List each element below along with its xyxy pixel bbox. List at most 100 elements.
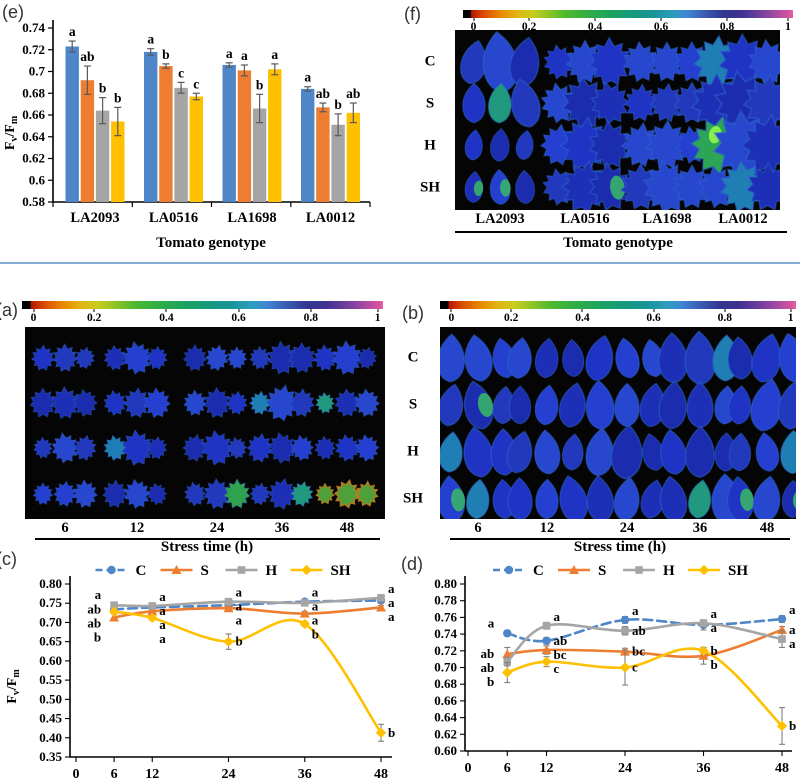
significance-letter: a bbox=[554, 609, 561, 624]
leaf bbox=[622, 40, 660, 83]
panel-b-xlabel: Stress time (h) bbox=[573, 539, 667, 555]
y-axis-title: Fv/Fm bbox=[3, 115, 20, 150]
leaf bbox=[356, 346, 378, 370]
panel-f-xlabel: Tomato genotype bbox=[563, 235, 673, 251]
bar-C-LA2093 bbox=[65, 46, 79, 202]
leaf bbox=[354, 433, 380, 462]
leaf bbox=[146, 435, 168, 460]
leaf bbox=[204, 344, 230, 372]
significance-letter: a bbox=[159, 603, 166, 618]
leaf bbox=[313, 343, 338, 372]
leaf bbox=[463, 426, 494, 478]
leaf bbox=[684, 330, 716, 386]
colorbar-tick-label: 0 bbox=[470, 21, 477, 33]
x-tick-label: 12 bbox=[540, 761, 554, 776]
colorbar-tick-mark bbox=[660, 18, 662, 21]
y-tick-label: 0.64 bbox=[22, 129, 45, 144]
x-tick-label: 24 bbox=[618, 761, 632, 776]
colorbar-tick-mark bbox=[510, 309, 512, 312]
significance-letter: ab bbox=[87, 615, 101, 630]
row-label-S: S bbox=[408, 396, 418, 413]
leaf bbox=[489, 168, 511, 206]
leaf bbox=[462, 82, 486, 124]
leaf bbox=[249, 345, 271, 370]
colorbar-tick-mark bbox=[238, 309, 240, 312]
y-tick-label: 0.76 bbox=[434, 609, 457, 624]
leaf bbox=[780, 429, 796, 475]
y-tick-label: 0.74 bbox=[434, 626, 457, 641]
legend-label: H bbox=[266, 563, 278, 579]
significance-letter: b bbox=[256, 77, 264, 92]
x-tick-label: 0 bbox=[465, 761, 472, 776]
leaf bbox=[202, 386, 232, 419]
underline-a bbox=[35, 538, 380, 540]
x-tick-label: 48 bbox=[374, 767, 388, 782]
leaf bbox=[490, 128, 510, 162]
y-tick-label: 0.72 bbox=[22, 42, 45, 57]
row-label-C: C bbox=[424, 53, 436, 70]
y-tick-label: 0.6 bbox=[29, 172, 46, 187]
leaf bbox=[658, 331, 689, 384]
leaf bbox=[223, 478, 251, 509]
line-chart-fvfm-over-time-c: 0.80 0.75 0.70 0.65 0.60 0.55 0.50 0.45 0.40 0.35… bbox=[5, 563, 395, 782]
leaf bbox=[728, 385, 752, 425]
bar-S-LA0012 bbox=[316, 107, 330, 202]
legend-item-S: S bbox=[160, 563, 209, 579]
legend-label: C bbox=[136, 563, 147, 579]
panel-a-xlabel: Stress time (h) bbox=[160, 539, 254, 555]
significance-letter: a bbox=[235, 599, 242, 614]
leaf bbox=[687, 479, 712, 519]
leaf bbox=[74, 346, 96, 370]
colorbar-tick-label: 0 bbox=[30, 312, 37, 324]
leaf bbox=[534, 429, 561, 475]
colorbar-tick-label: 0.8 bbox=[719, 21, 735, 33]
leaf bbox=[120, 429, 154, 466]
leaf bbox=[586, 475, 615, 519]
leaf bbox=[585, 334, 614, 381]
colorbar-tick-label: 0.4 bbox=[575, 312, 590, 324]
colorbar-f bbox=[463, 10, 793, 18]
leaf bbox=[614, 382, 640, 428]
leaf bbox=[752, 475, 781, 519]
legend-item-C: C bbox=[95, 563, 147, 579]
bar-H-LA2093 bbox=[95, 110, 110, 202]
significance-letter: a bbox=[235, 585, 242, 600]
significance-letter: b bbox=[114, 90, 122, 105]
colorbar-tick-mark bbox=[377, 309, 379, 312]
y-tick-label: 0.58 bbox=[22, 194, 45, 209]
bar-series-H: b c b b bbox=[95, 65, 345, 202]
colorbar-tick-label: 1 bbox=[785, 21, 791, 33]
colorbar-tick-mark bbox=[726, 18, 728, 21]
colorbar-tick-label: 0.6 bbox=[653, 21, 669, 33]
y-tick-label: 0.68 bbox=[434, 676, 457, 691]
colorbar-tick-mark bbox=[528, 18, 530, 21]
leaf bbox=[72, 479, 99, 509]
colorbar-tick-label: 0.6 bbox=[646, 312, 661, 324]
leaf bbox=[182, 343, 208, 372]
significance-letter: a bbox=[711, 606, 718, 621]
leaf bbox=[684, 425, 716, 479]
leaf bbox=[334, 433, 360, 462]
significance-letter: b bbox=[334, 97, 342, 112]
leaf bbox=[53, 480, 77, 507]
colorbar-tick-mark bbox=[724, 309, 726, 312]
leaf bbox=[507, 336, 532, 379]
panel-b-tag: (b) bbox=[402, 303, 424, 323]
leaf bbox=[463, 380, 494, 430]
panel-e-tag: (e) bbox=[2, 2, 24, 22]
leaf bbox=[727, 336, 753, 380]
leaf bbox=[440, 383, 464, 427]
significance-letter: c bbox=[178, 65, 184, 80]
underline-b bbox=[450, 538, 790, 540]
significance-letter: a bbox=[711, 620, 718, 635]
significance-letter: ab bbox=[87, 601, 101, 616]
significance-letter: bc bbox=[554, 647, 567, 662]
leaf bbox=[510, 78, 541, 128]
legend-label: H bbox=[663, 563, 675, 579]
leaf bbox=[509, 36, 540, 88]
y-tick-label: 0.55 bbox=[39, 672, 62, 687]
leaf bbox=[506, 430, 533, 474]
colorbar-tick-mark bbox=[450, 309, 452, 312]
row-label-C: C bbox=[407, 349, 419, 366]
